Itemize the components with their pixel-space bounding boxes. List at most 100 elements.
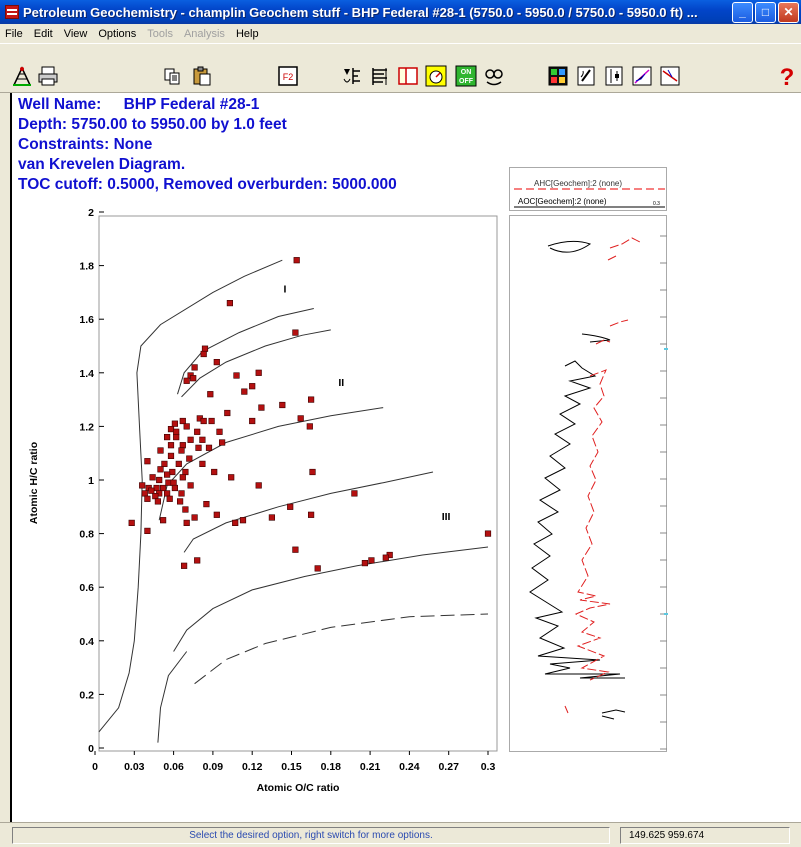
data-point[interactable] <box>144 527 151 535</box>
data-point[interactable] <box>164 471 171 478</box>
data-point[interactable] <box>148 487 155 494</box>
data-point[interactable] <box>297 415 304 422</box>
data-point[interactable] <box>306 423 313 430</box>
data-point[interactable] <box>207 391 214 398</box>
data-point[interactable] <box>307 511 315 518</box>
data-point[interactable] <box>167 425 175 433</box>
minimize-button[interactable]: _ <box>732 1 753 23</box>
data-point[interactable] <box>226 300 234 307</box>
title-bar[interactable]: Petroleum Geochemistry - champlin Geoche… <box>0 0 801 24</box>
data-point[interactable] <box>224 409 231 417</box>
data-point[interactable] <box>199 460 206 468</box>
data-point[interactable] <box>173 428 180 435</box>
data-point[interactable] <box>314 565 321 572</box>
data-point[interactable] <box>179 474 186 481</box>
menu-help[interactable]: Help <box>235 27 259 40</box>
data-point[interactable] <box>144 495 151 502</box>
data-point[interactable] <box>194 557 201 564</box>
data-point[interactable] <box>153 484 160 492</box>
close-button[interactable]: ✕ <box>778 1 799 23</box>
data-point[interactable] <box>309 468 316 476</box>
data-point[interactable] <box>213 358 220 366</box>
depth-log-track[interactable] <box>509 215 668 752</box>
color-grid-icon[interactable] <box>546 64 570 88</box>
data-point[interactable] <box>149 474 156 481</box>
data-point[interactable] <box>128 519 135 527</box>
gauge-icon[interactable] <box>424 64 448 88</box>
data-point[interactable] <box>177 498 184 505</box>
data-point[interactable] <box>307 396 315 403</box>
data-point[interactable] <box>255 482 262 489</box>
data-point[interactable] <box>181 562 188 569</box>
data-point[interactable] <box>255 369 262 376</box>
data-point[interactable] <box>293 257 300 264</box>
data-point[interactable] <box>179 417 186 425</box>
data-point[interactable] <box>213 511 220 518</box>
data-point[interactable] <box>161 460 168 468</box>
data-point[interactable] <box>160 484 167 492</box>
data-point[interactable] <box>200 350 207 358</box>
menu-edit[interactable]: Edit <box>33 27 53 40</box>
oil-gas-icon[interactable] <box>482 64 506 88</box>
data-point[interactable] <box>157 466 164 473</box>
data-point[interactable] <box>160 517 167 524</box>
data-point[interactable] <box>156 476 163 484</box>
menu-options[interactable]: Options <box>98 27 137 40</box>
data-point[interactable] <box>178 490 185 497</box>
data-point[interactable] <box>152 492 159 500</box>
data-point[interactable] <box>208 417 215 425</box>
data-point[interactable] <box>179 442 186 449</box>
data-point[interactable] <box>183 377 190 384</box>
data-point[interactable] <box>178 447 185 454</box>
data-point[interactable] <box>164 433 171 441</box>
data-point[interactable] <box>190 375 197 382</box>
data-point[interactable] <box>154 498 162 505</box>
data-point[interactable] <box>239 517 247 524</box>
data-point[interactable] <box>191 514 198 521</box>
data-point[interactable] <box>219 439 226 446</box>
data-point[interactable] <box>201 345 209 352</box>
data-point[interactable] <box>195 444 202 451</box>
data-point[interactable] <box>165 479 172 486</box>
data-point[interactable] <box>382 554 389 561</box>
data-point[interactable] <box>233 372 240 379</box>
data-point[interactable] <box>187 436 194 443</box>
data-point[interactable] <box>182 506 189 513</box>
crossplot-icon[interactable] <box>630 64 654 88</box>
data-point[interactable] <box>292 329 299 336</box>
data-point[interactable] <box>205 444 213 451</box>
log-list-icon[interactable] <box>368 64 392 88</box>
data-point[interactable] <box>175 460 182 468</box>
data-point[interactable] <box>187 482 194 489</box>
well-icon[interactable] <box>10 64 34 88</box>
menu-analysis[interactable]: Analysis <box>183 27 225 40</box>
maximize-button[interactable]: □ <box>755 1 776 23</box>
app-icon[interactable] <box>5 5 19 19</box>
data-point[interactable] <box>183 519 190 527</box>
data-point[interactable] <box>191 364 198 371</box>
data-point[interactable] <box>167 442 175 449</box>
menu-file[interactable]: File <box>5 27 23 40</box>
pencil-log-icon[interactable] <box>574 64 598 88</box>
data-point[interactable] <box>167 452 175 460</box>
data-point[interactable] <box>203 500 210 508</box>
data-point[interactable] <box>484 530 492 537</box>
data-point[interactable] <box>166 495 173 502</box>
data-point[interactable] <box>144 458 151 465</box>
help-icon[interactable]: ? <box>775 64 799 89</box>
data-point[interactable] <box>182 468 189 476</box>
data-point[interactable] <box>194 428 201 435</box>
data-point[interactable] <box>199 436 206 443</box>
data-point[interactable] <box>232 519 239 527</box>
data-point[interactable] <box>171 420 179 427</box>
copy-icon[interactable] <box>160 64 184 88</box>
geochem-icon[interactable] <box>340 64 364 88</box>
line-plot-icon[interactable] <box>658 64 682 88</box>
data-point[interactable] <box>292 546 299 553</box>
data-point[interactable] <box>241 388 248 395</box>
menu-view[interactable]: View <box>63 27 88 40</box>
data-point[interactable] <box>228 474 235 481</box>
data-point[interactable] <box>268 514 276 521</box>
layout-icon[interactable] <box>396 64 420 88</box>
on-off-icon[interactable]: ON OFF <box>454 64 478 88</box>
